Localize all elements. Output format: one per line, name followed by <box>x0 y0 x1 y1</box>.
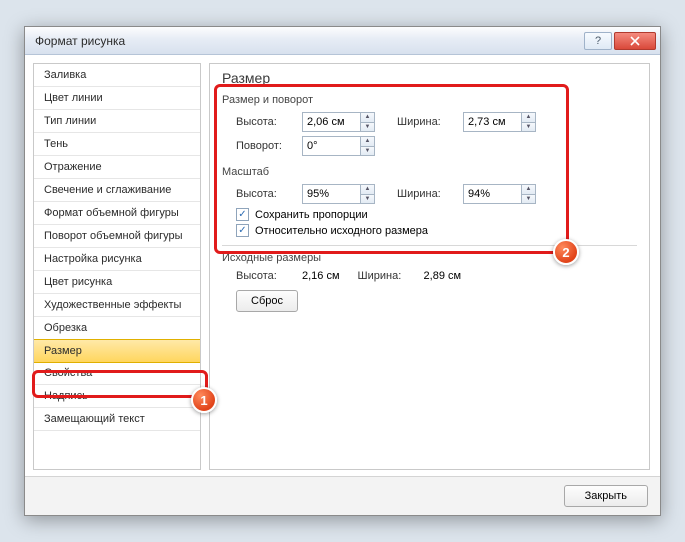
sidebar-item-label: Замещающий текст <box>44 413 145 425</box>
sidebar-item-picture-corrections[interactable]: Настройка рисунка <box>34 248 200 271</box>
sidebar-item-shadow[interactable]: Тень <box>34 133 200 156</box>
spinner-buttons[interactable]: ▲▼ <box>360 184 375 204</box>
titlebar: Формат рисунка ? <box>25 27 660 55</box>
group-size-rotation: Размер и поворот <box>222 94 637 106</box>
chevron-up-icon[interactable]: ▲ <box>521 184 536 194</box>
sidebar-item-glow[interactable]: Свечение и сглаживание <box>34 179 200 202</box>
panel-heading: Размер <box>222 70 637 86</box>
height-input[interactable] <box>302 112 360 132</box>
sidebar-item-textbox[interactable]: Надпись <box>34 385 200 408</box>
help-button[interactable]: ? <box>584 32 612 50</box>
lock-aspect-checkbox[interactable]: ✓ <box>236 208 249 221</box>
sidebar-item-crop[interactable]: Обрезка <box>34 317 200 340</box>
orig-width-value: 2,89 см <box>424 270 462 282</box>
group-scale: Масштаб <box>222 166 637 178</box>
window-title: Формат рисунка <box>35 34 582 48</box>
sidebar-item-label: Тип линии <box>44 115 96 127</box>
chevron-up-icon[interactable]: ▲ <box>360 112 375 122</box>
width-input[interactable] <box>463 112 521 132</box>
sidebar-item-label: Свойства <box>44 367 92 379</box>
spinner-buttons[interactable]: ▲▼ <box>521 184 536 204</box>
chevron-down-icon[interactable]: ▼ <box>521 122 536 133</box>
scale-width-input[interactable] <box>463 184 521 204</box>
sidebar-item-size[interactable]: Размер <box>33 339 201 363</box>
dialog-footer: Закрыть <box>25 476 660 515</box>
scale-height-label: Высота: <box>236 188 296 200</box>
rotation-spinner[interactable]: ▲▼ <box>302 136 375 156</box>
relative-original-label: Относительно исходного размера <box>255 225 428 237</box>
orig-height-label: Высота: <box>236 270 296 282</box>
sidebar-item-artistic-effects[interactable]: Художественные эффекты <box>34 294 200 317</box>
chevron-up-icon[interactable]: ▲ <box>360 136 375 146</box>
chevron-down-icon[interactable]: ▼ <box>360 194 375 205</box>
sidebar-item-properties[interactable]: Свойства <box>34 362 200 385</box>
sidebar-item-line-color[interactable]: Цвет линии <box>34 87 200 110</box>
reset-button-label: Сброс <box>251 295 283 307</box>
relative-original-checkbox[interactable]: ✓ <box>236 224 249 237</box>
sidebar-item-label: Цвет линии <box>44 92 103 104</box>
spinner-buttons[interactable]: ▲▼ <box>521 112 536 132</box>
annotation-badge-1: 1 <box>191 387 217 413</box>
sidebar-item-label: Отражение <box>44 161 102 173</box>
scale-height-spinner[interactable]: ▲▼ <box>302 184 375 204</box>
dialog-window: Формат рисунка ? Заливка Цвет линии Тип … <box>24 26 661 516</box>
sidebar-item-picture-color[interactable]: Цвет рисунка <box>34 271 200 294</box>
sidebar-item-3d-format[interactable]: Формат объемной фигуры <box>34 202 200 225</box>
orig-height-value: 2,16 см <box>302 270 340 282</box>
chevron-up-icon[interactable]: ▲ <box>360 184 375 194</box>
sidebar-item-line-style[interactable]: Тип линии <box>34 110 200 133</box>
orig-width-label: Ширина: <box>358 270 418 282</box>
sidebar-item-label: Свечение и сглаживание <box>44 184 171 196</box>
sidebar-item-label: Поворот объемной фигуры <box>44 230 183 242</box>
sidebar-item-label: Размер <box>44 345 82 357</box>
scale-width-label: Ширина: <box>397 188 457 200</box>
dialog-body: Заливка Цвет линии Тип линии Тень Отраже… <box>25 55 660 476</box>
sidebar-item-label: Настройка рисунка <box>44 253 142 265</box>
sidebar-item-label: Художественные эффекты <box>44 299 181 311</box>
height-spinner[interactable]: ▲▼ <box>302 112 375 132</box>
sidebar-item-3d-rotation[interactable]: Поворот объемной фигуры <box>34 225 200 248</box>
chevron-down-icon[interactable]: ▼ <box>360 146 375 157</box>
sidebar-item-fill[interactable]: Заливка <box>34 64 200 87</box>
rotation-label: Поворот: <box>236 140 296 152</box>
close-window-button[interactable] <box>614 32 656 50</box>
height-label: Высота: <box>236 116 296 128</box>
main-panel: Размер Размер и поворот Высота: ▲▼ Ширин… <box>209 63 650 470</box>
spinner-buttons[interactable]: ▲▼ <box>360 136 375 156</box>
reset-button[interactable]: Сброс <box>236 290 298 312</box>
chevron-down-icon[interactable]: ▼ <box>521 194 536 205</box>
rotation-input[interactable] <box>302 136 360 156</box>
chevron-down-icon[interactable]: ▼ <box>360 122 375 133</box>
close-button[interactable]: Закрыть <box>564 485 648 507</box>
sidebar-item-label: Надпись <box>44 390 88 402</box>
sidebar-item-label: Тень <box>44 138 68 150</box>
scale-width-spinner[interactable]: ▲▼ <box>463 184 536 204</box>
chevron-up-icon[interactable]: ▲ <box>521 112 536 122</box>
width-label: Ширина: <box>397 116 457 128</box>
sidebar-item-alt-text[interactable]: Замещающий текст <box>34 408 200 431</box>
close-button-label: Закрыть <box>585 490 627 502</box>
spinner-buttons[interactable]: ▲▼ <box>360 112 375 132</box>
sidebar-item-label: Заливка <box>44 69 86 81</box>
sidebar-item-label: Обрезка <box>44 322 87 334</box>
sidebar: Заливка Цвет линии Тип линии Тень Отраже… <box>33 63 201 470</box>
scale-height-input[interactable] <box>302 184 360 204</box>
sidebar-item-label: Формат объемной фигуры <box>44 207 179 219</box>
sidebar-item-label: Цвет рисунка <box>44 276 112 288</box>
annotation-badge-2: 2 <box>553 239 579 265</box>
close-icon <box>630 36 640 46</box>
width-spinner[interactable]: ▲▼ <box>463 112 536 132</box>
lock-aspect-label: Сохранить пропорции <box>255 209 368 221</box>
sidebar-item-reflection[interactable]: Отражение <box>34 156 200 179</box>
